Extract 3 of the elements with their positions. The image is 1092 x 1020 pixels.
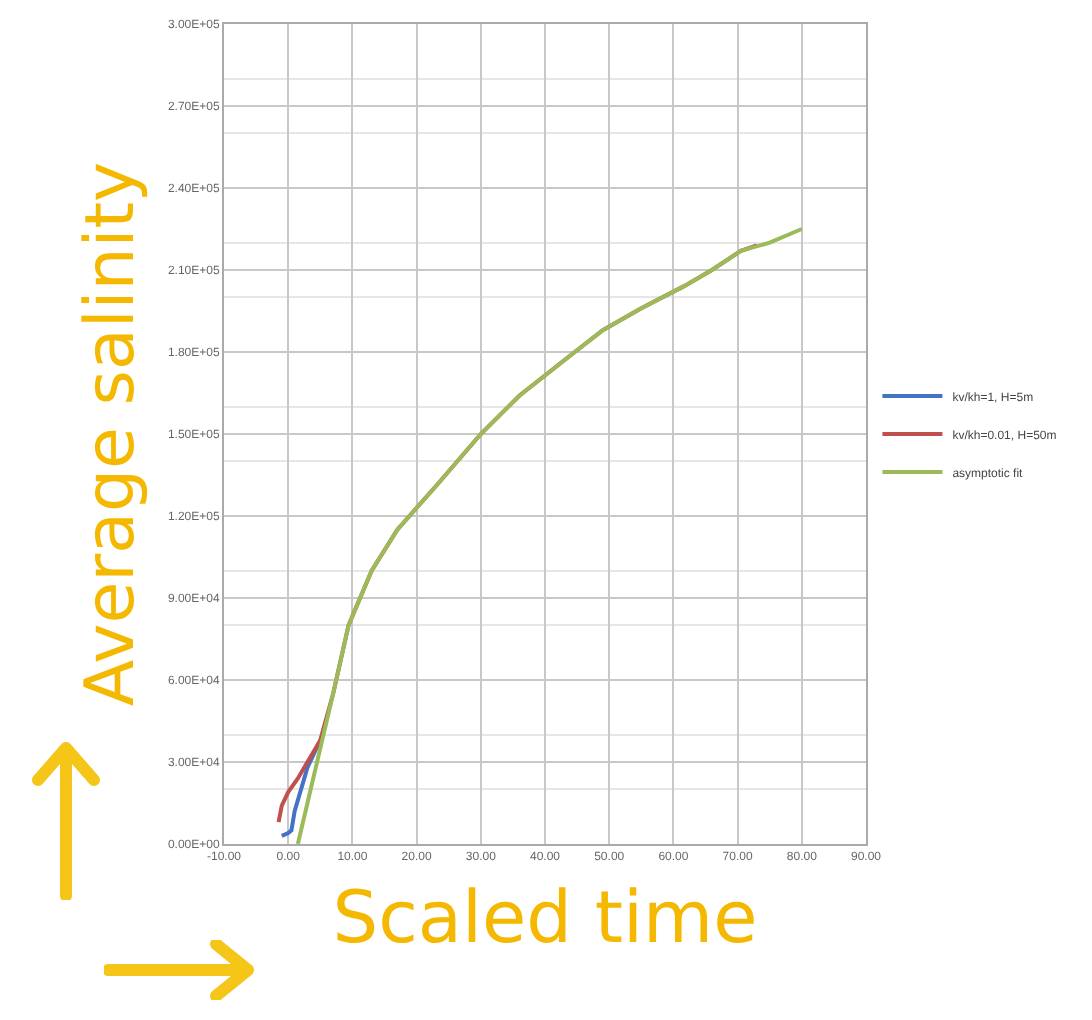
line-series	[295, 227, 804, 844]
y-axis-title: Average salinity	[71, 161, 152, 707]
x-axis-title: Scaled time	[332, 877, 758, 960]
